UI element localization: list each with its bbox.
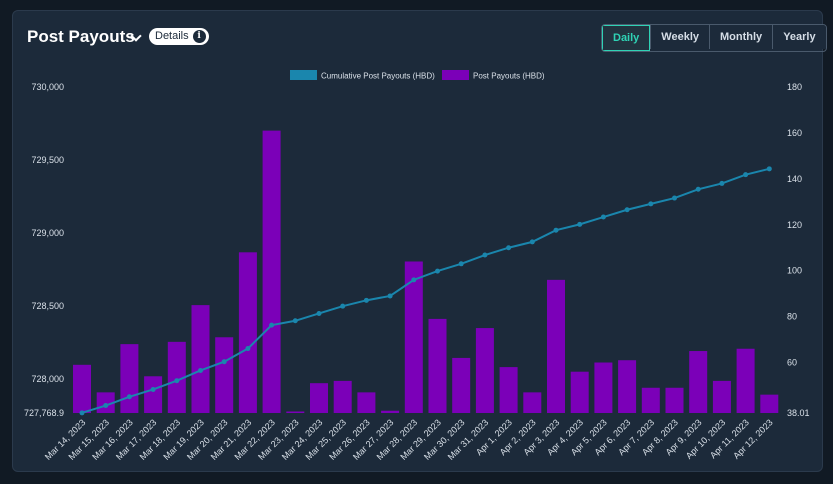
bar[interactable] [357,392,376,413]
line-point[interactable] [506,245,512,251]
period-selector: Daily Weekly Monthly Yearly [601,24,827,52]
cumulative-line [81,167,770,414]
legend-swatch-cumulative[interactable] [290,70,317,80]
line-series [79,166,772,416]
bar-series [73,130,779,414]
y-axis-right: 180 160 140 120 100 80 60 38.01 [787,82,810,418]
line-point[interactable] [340,303,346,309]
line-point[interactable] [435,268,440,274]
bar[interactable] [381,410,400,413]
y-right-tick-label: 140 [787,174,802,184]
line-point[interactable] [529,239,535,245]
bar[interactable] [167,341,186,413]
line-point[interactable] [411,277,417,283]
bar[interactable] [120,344,139,413]
bar[interactable] [641,387,660,413]
bar[interactable] [191,305,210,413]
bar[interactable] [404,261,423,413]
line-point[interactable] [482,252,488,258]
bar[interactable] [689,351,708,413]
line-point[interactable] [577,221,583,227]
line-point[interactable] [648,201,654,207]
bar[interactable] [286,411,305,414]
line-point[interactable] [695,186,701,192]
bar[interactable] [523,392,542,413]
line-point[interactable] [600,214,606,220]
y-left-tick-label: 730,000 [31,82,64,92]
line-point[interactable] [316,310,322,316]
bar[interactable] [215,337,234,413]
bar[interactable] [760,394,779,413]
info-icon: i [192,30,206,43]
line-point[interactable] [363,297,369,303]
line-point[interactable] [103,403,109,409]
bar[interactable] [547,279,565,413]
line-point[interactable] [126,394,132,400]
bar[interactable] [570,371,589,413]
line-point[interactable] [458,261,464,267]
tab-yearly[interactable]: Yearly [772,25,826,49]
details-button[interactable]: Details i [149,28,209,45]
y-right-min-label: 38.01 [787,408,810,418]
bar[interactable] [73,364,91,413]
bar[interactable] [665,387,684,413]
y-right-tick-label: 60 [787,358,797,368]
line-point[interactable] [174,378,180,384]
legend-swatch-payouts[interactable] [442,70,469,80]
line-point[interactable] [672,195,677,201]
tab-weekly[interactable]: Weekly [650,25,710,49]
bar[interactable] [712,380,731,413]
line-point[interactable] [766,166,772,172]
line-point[interactable] [387,293,393,299]
line-point[interactable] [743,172,749,178]
line-point[interactable] [150,386,156,392]
line-point[interactable] [245,346,251,352]
page-title: Post Payouts [27,27,135,46]
bar[interactable] [238,252,257,413]
line-point[interactable] [292,318,298,324]
legend-label-cumulative[interactable]: Cumulative Post Payouts (HBD) [321,72,435,81]
y-right-tick-label: 120 [787,220,802,230]
tab-daily[interactable]: Daily [602,25,651,51]
y-right-tick-label: 180 [787,82,802,92]
legend: Cumulative Post Payouts (HBD) Post Payou… [290,70,545,81]
bar[interactable] [594,362,613,413]
bar[interactable] [144,376,163,413]
y-left-tick-label: 728,000 [31,374,64,384]
bar[interactable] [452,357,471,413]
line-point[interactable] [269,322,275,328]
y-right-tick-label: 160 [787,128,802,138]
bar[interactable] [475,328,494,413]
bar[interactable] [310,383,328,413]
y-axis-left: 730,000 729,500 729,000 728,500 728,000 727,7… [24,82,64,418]
line-point[interactable] [719,180,725,186]
bar[interactable] [333,380,352,413]
details-label: Details [155,30,189,42]
y-right-tick-label: 80 [787,312,797,322]
y-left-min-label: 727,768.9 [24,408,64,418]
bar[interactable] [618,360,637,413]
y-left-tick-label: 728,500 [31,301,64,311]
line-point[interactable] [221,359,227,365]
line-point[interactable] [624,207,630,213]
y-right-tick-label: 100 [787,266,802,276]
line-point[interactable] [79,410,85,416]
line-point[interactable] [198,367,203,373]
bar[interactable] [736,348,755,413]
bar[interactable] [428,318,447,413]
bar[interactable] [499,367,518,413]
legend-label-payouts[interactable]: Post Payouts (HBD) [473,72,545,81]
y-left-tick-label: 729,000 [31,228,64,238]
line-point[interactable] [553,227,559,233]
tab-monthly[interactable]: Monthly [709,25,773,49]
bar[interactable] [262,130,281,413]
y-left-tick-label: 729,500 [31,155,64,165]
